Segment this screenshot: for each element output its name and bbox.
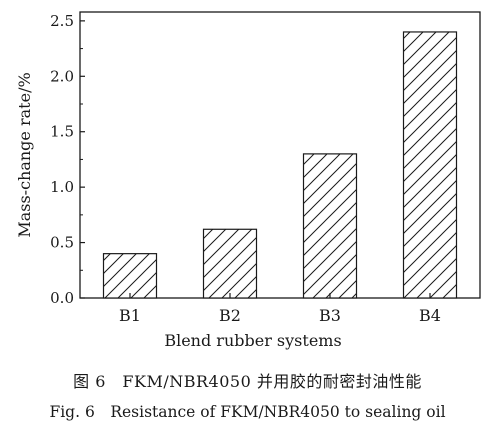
y-axis: 0.0 0.5 1.0 1.5 2.0 2.5 xyxy=(50,12,85,307)
bar-b3 xyxy=(302,153,358,299)
bar-chart: 0.0 0.5 1.0 1.5 2.0 2.5 B1 B2 B3 B4 Blend rubber… xyxy=(15,11,481,350)
y-tick-label: 0.5 xyxy=(50,234,74,252)
x-axis-title: Blend rubber systems xyxy=(164,331,341,350)
y-axis-title: Mass-change rate/% xyxy=(15,72,34,237)
y-tick-label: 1.0 xyxy=(50,178,74,196)
bars-group xyxy=(102,31,458,299)
x-axis: B1 B2 B3 B4 xyxy=(119,293,441,325)
x-tick-label: B1 xyxy=(119,306,141,325)
bar-b1 xyxy=(102,253,158,299)
y-tick-label: 0.0 xyxy=(50,289,74,307)
figure-caption-chinese: 图 6 FKM/NBR4050 并用胶的耐密封油性能 xyxy=(73,372,422,391)
bar-b4 xyxy=(402,31,458,299)
y-tick-label: 1.5 xyxy=(50,123,74,141)
y-tick-label: 2.0 xyxy=(50,67,74,85)
figure-caption-english: Fig. 6 Resistance of FKM/NBR4050 to seal… xyxy=(49,403,446,421)
x-tick-label: B3 xyxy=(319,306,341,325)
x-tick-label: B4 xyxy=(419,306,441,325)
x-tick-label: B2 xyxy=(219,306,241,325)
bar-b2 xyxy=(202,228,258,299)
y-tick-label: 2.5 xyxy=(50,12,74,30)
plot-frame xyxy=(79,11,481,299)
